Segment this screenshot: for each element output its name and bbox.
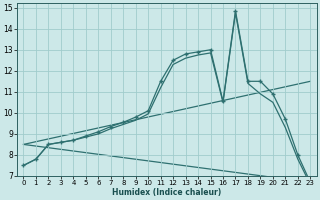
X-axis label: Humidex (Indice chaleur): Humidex (Indice chaleur) xyxy=(112,188,221,197)
